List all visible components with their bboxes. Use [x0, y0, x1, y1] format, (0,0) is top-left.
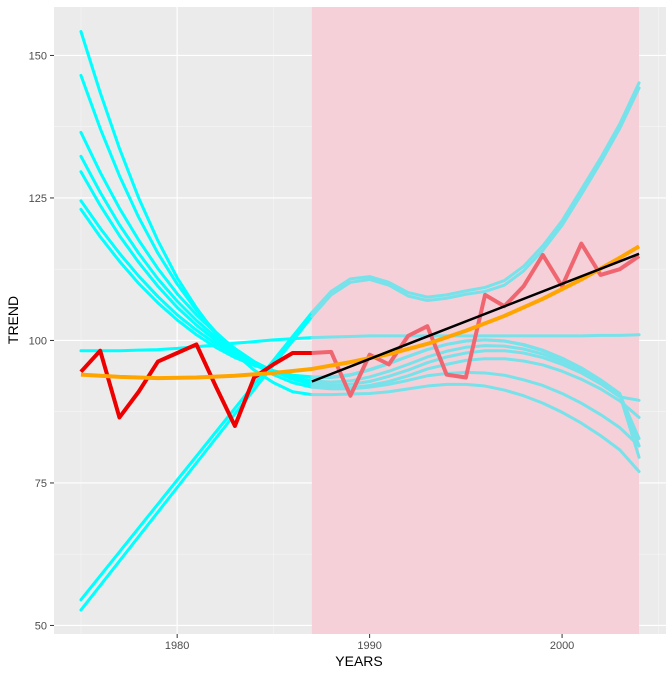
simulated-curve-9-forecast	[310, 81, 641, 315]
main-series	[79, 241, 641, 428]
x-tick-label: 2000	[550, 640, 574, 652]
y-axis-title: TREND	[5, 296, 21, 344]
x-axis-ticks: 1980 1990 2000	[165, 634, 574, 652]
y-tick-label: 100	[29, 335, 47, 347]
simulated-curve-1-forecast	[310, 382, 641, 474]
linear-fit-line	[311, 252, 640, 383]
simulated-curve-3-forecast	[310, 357, 641, 419]
y-tick-label: 150	[29, 50, 47, 62]
simulated-curve-2-forecast	[310, 370, 641, 448]
simulated-curve-10-forecast	[310, 86, 641, 319]
y-tick-label: 125	[29, 193, 47, 205]
x-axis-title: YEARS	[335, 653, 382, 669]
y-tick-label: 50	[35, 620, 47, 632]
observed-line	[79, 342, 312, 428]
y-axis-ticks: 50 75 100 125 150	[29, 50, 54, 632]
forecast-region	[311, 7, 640, 634]
simulated-curve-4-forecast	[310, 349, 641, 402]
y-tick-label: 75	[35, 478, 47, 490]
x-tick-label: 1990	[357, 640, 381, 652]
simulated-curve-9-history	[79, 311, 314, 602]
x-tick-label: 1980	[165, 640, 189, 652]
